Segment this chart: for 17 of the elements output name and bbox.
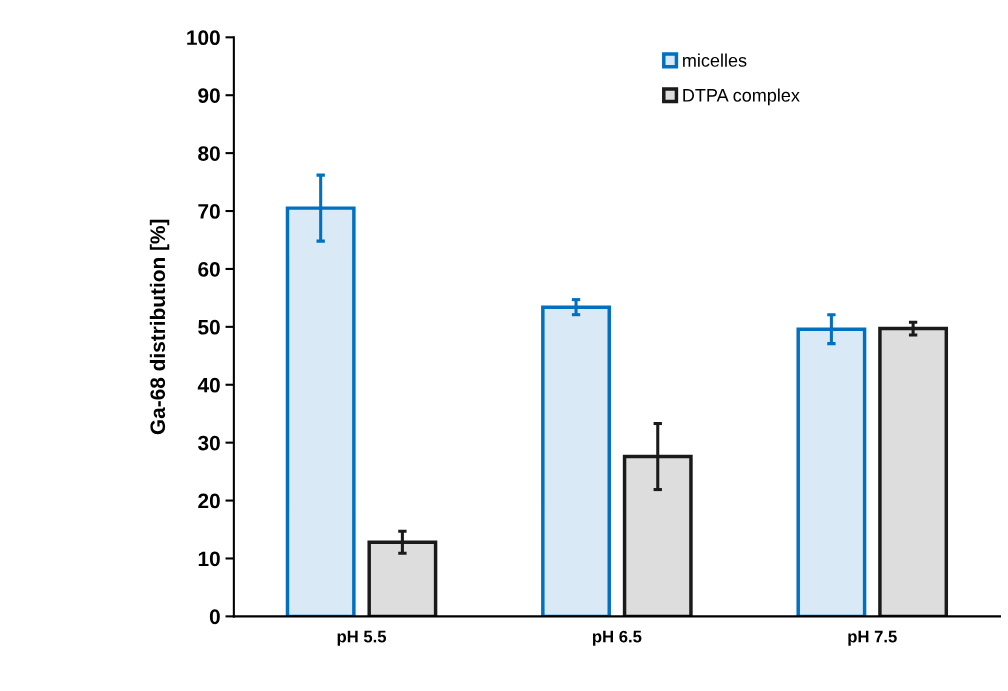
y-axis-title: Ga-68 distribution [%] — [149, 219, 170, 435]
y-tick-label: 70 — [198, 204, 220, 219]
x-tick-label: pH 5.5 — [337, 630, 387, 646]
x-tick-label: pH 6.5 — [592, 630, 642, 646]
legend-label: micelles — [683, 53, 747, 67]
y-tick-label: 30 — [197, 435, 220, 451]
y-tick-label: 20 — [198, 493, 220, 509]
y-tick-label: 0 — [209, 609, 220, 625]
y-tick-label: 80 — [198, 146, 220, 161]
legend-label: DTPA complex — [683, 88, 800, 106]
y-tick-label: 50 — [198, 319, 220, 335]
y-tick-label: 60 — [198, 261, 220, 277]
x-tick-label: pH 7.5 — [848, 630, 897, 646]
y-tick-label: 10 — [198, 551, 220, 567]
y-tick-label: 90 — [198, 88, 220, 103]
y-tick-label: 100 — [187, 30, 220, 46]
y-tick-label: 40 — [197, 377, 220, 393]
